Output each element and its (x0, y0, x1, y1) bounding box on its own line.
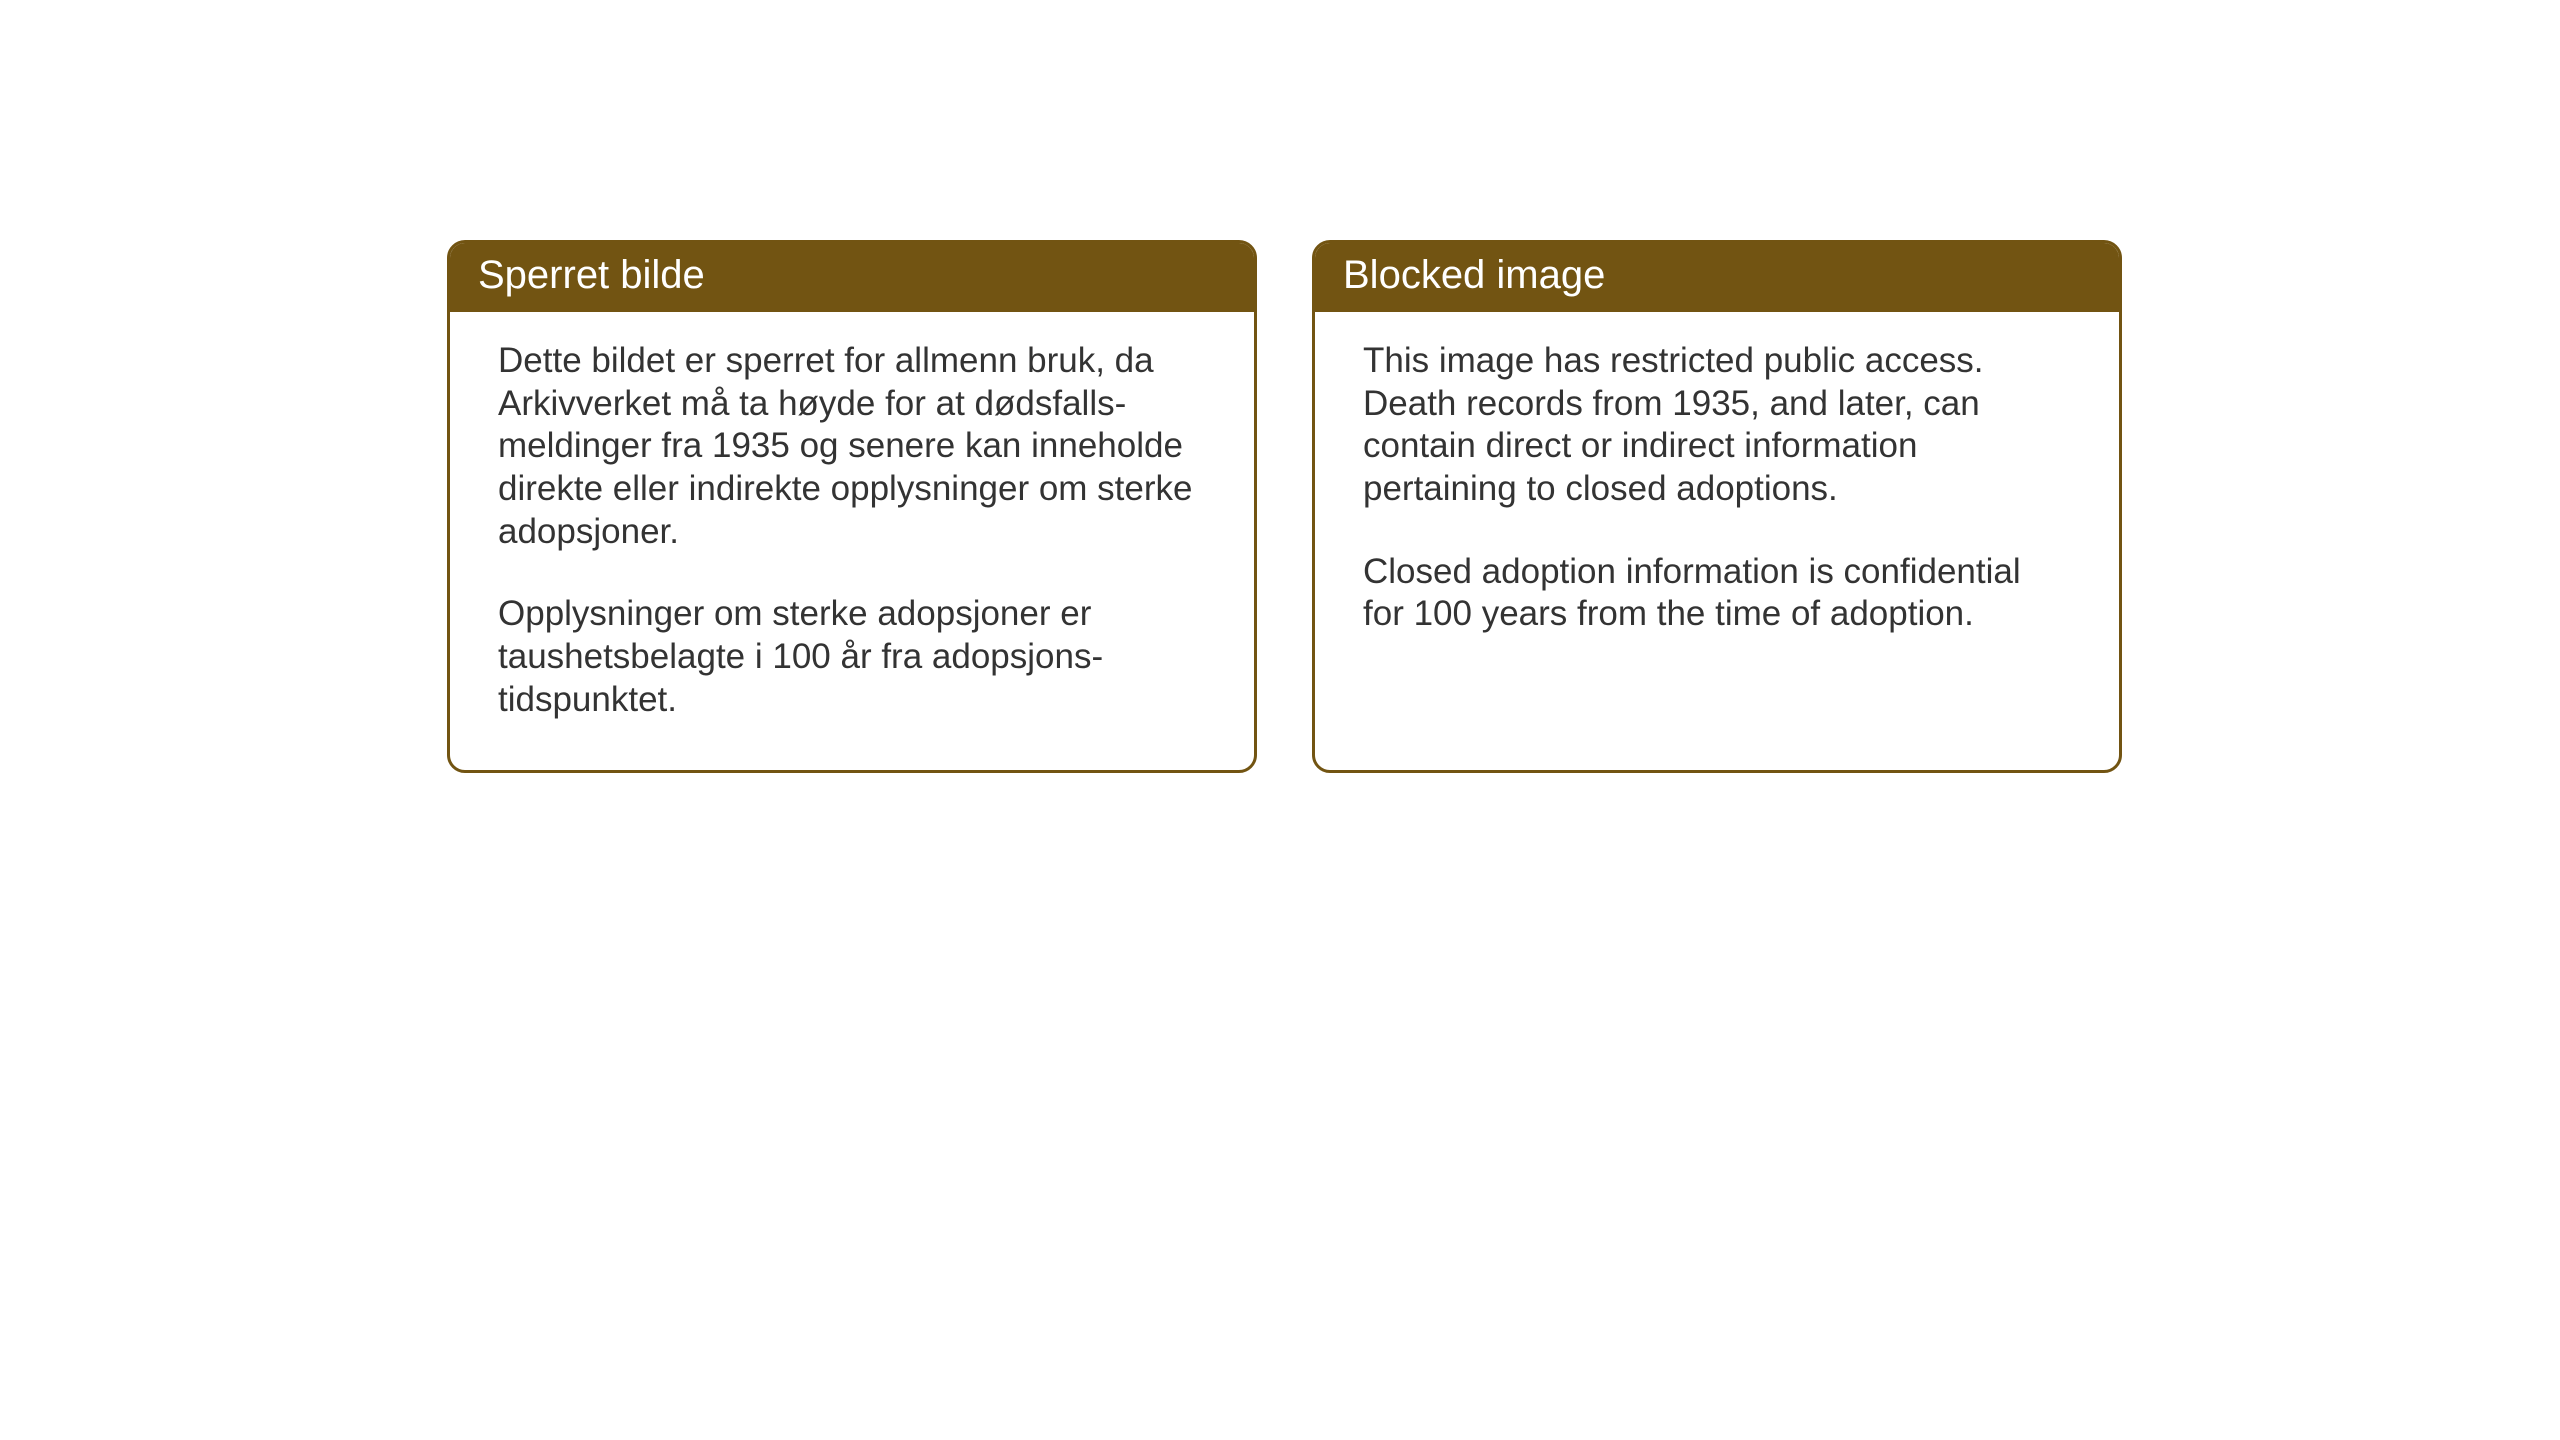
english-paragraph-1: This image has restricted public access.… (1363, 340, 2071, 511)
english-card-title: Blocked image (1315, 243, 2119, 312)
norwegian-card-title: Sperret bilde (450, 243, 1254, 312)
english-paragraph-2: Closed adoption information is confident… (1363, 551, 2071, 636)
norwegian-card: Sperret bilde Dette bildet er sperret fo… (447, 240, 1257, 773)
english-card-body: This image has restricted public access.… (1315, 312, 2119, 684)
norwegian-card-body: Dette bildet er sperret for allmenn bruk… (450, 312, 1254, 770)
norwegian-paragraph-2: Opplysninger om sterke adopsjoner er tau… (498, 593, 1206, 721)
cards-container: Sperret bilde Dette bildet er sperret fo… (447, 240, 2122, 773)
english-card: Blocked image This image has restricted … (1312, 240, 2122, 773)
norwegian-paragraph-1: Dette bildet er sperret for allmenn bruk… (498, 340, 1206, 553)
